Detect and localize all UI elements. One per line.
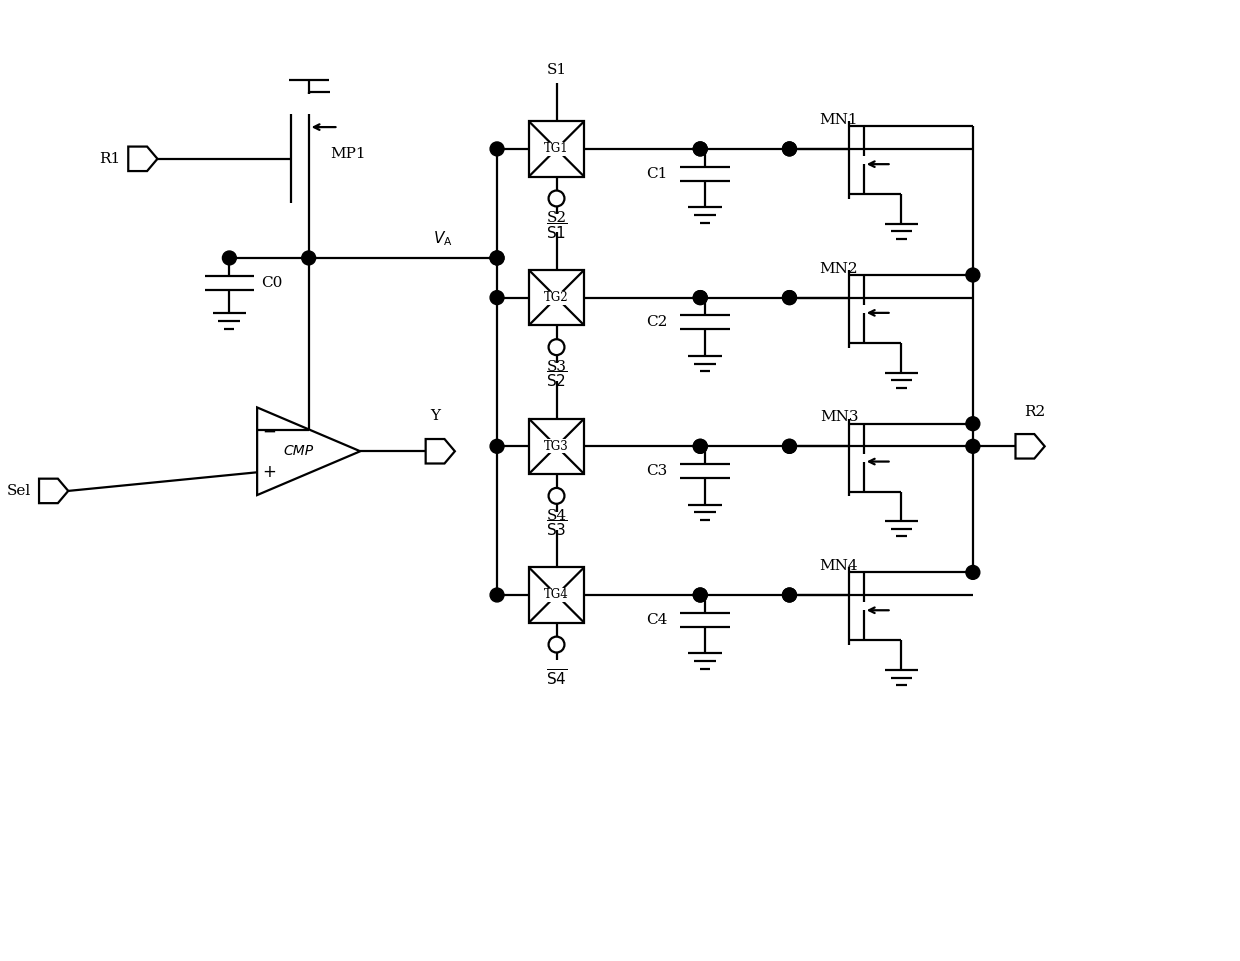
Bar [528, 567, 584, 623]
Circle shape [490, 251, 503, 265]
Text: MN4: MN4 [820, 559, 858, 573]
Text: S1: S1 [547, 62, 567, 77]
Circle shape [693, 439, 707, 454]
Circle shape [966, 268, 980, 282]
Circle shape [693, 588, 707, 602]
Text: C2: C2 [646, 315, 667, 330]
Text: MN3: MN3 [820, 410, 858, 425]
Text: MN2: MN2 [820, 261, 858, 276]
Circle shape [693, 290, 707, 305]
Text: TG3: TG3 [544, 440, 569, 453]
Circle shape [490, 588, 503, 602]
Bar [528, 121, 584, 177]
Circle shape [782, 142, 796, 156]
Text: CMP: CMP [284, 444, 314, 458]
Text: C0: C0 [262, 276, 283, 289]
Text: TG4: TG4 [544, 588, 569, 602]
Text: R2: R2 [1024, 405, 1045, 419]
Circle shape [222, 251, 237, 265]
Bar [528, 270, 584, 326]
Circle shape [782, 588, 796, 602]
Circle shape [693, 142, 707, 156]
Text: Sel: Sel [7, 484, 31, 498]
Bar [528, 419, 584, 474]
Text: $\overline{\rm S4}$: $\overline{\rm S4}$ [546, 668, 567, 688]
Circle shape [782, 290, 796, 305]
Text: MP1: MP1 [331, 147, 366, 160]
Text: $\overline{\rm S3}$: $\overline{\rm S3}$ [546, 520, 567, 540]
Circle shape [490, 142, 503, 156]
Text: C3: C3 [646, 464, 667, 478]
Circle shape [490, 439, 503, 454]
Circle shape [782, 588, 796, 602]
Circle shape [693, 290, 707, 305]
Circle shape [693, 142, 707, 156]
Text: TG1: TG1 [544, 142, 569, 156]
Circle shape [966, 565, 980, 579]
Circle shape [782, 142, 796, 156]
Text: C4: C4 [646, 613, 667, 627]
Text: Y: Y [430, 409, 440, 424]
Circle shape [693, 588, 707, 602]
Text: $V_{\rm A}$: $V_{\rm A}$ [433, 230, 453, 248]
Circle shape [490, 251, 503, 265]
Circle shape [782, 439, 796, 454]
Text: MN1: MN1 [820, 113, 858, 127]
Text: $\overline{\rm S1}$: $\overline{\rm S1}$ [546, 222, 567, 242]
Text: C1: C1 [646, 166, 667, 181]
Circle shape [966, 439, 980, 454]
Text: R1: R1 [99, 152, 120, 166]
Text: $+$: $+$ [262, 463, 277, 481]
Circle shape [490, 290, 503, 305]
Circle shape [301, 251, 316, 265]
Text: TG2: TG2 [544, 291, 569, 304]
Circle shape [782, 439, 796, 454]
Text: S3: S3 [547, 360, 567, 374]
Circle shape [782, 290, 796, 305]
Text: $-$: $-$ [262, 421, 277, 439]
Text: S2: S2 [547, 211, 567, 225]
Circle shape [693, 439, 707, 454]
Text: $\overline{\rm S2}$: $\overline{\rm S2}$ [546, 371, 567, 391]
Circle shape [966, 417, 980, 431]
Text: S4: S4 [547, 508, 567, 523]
